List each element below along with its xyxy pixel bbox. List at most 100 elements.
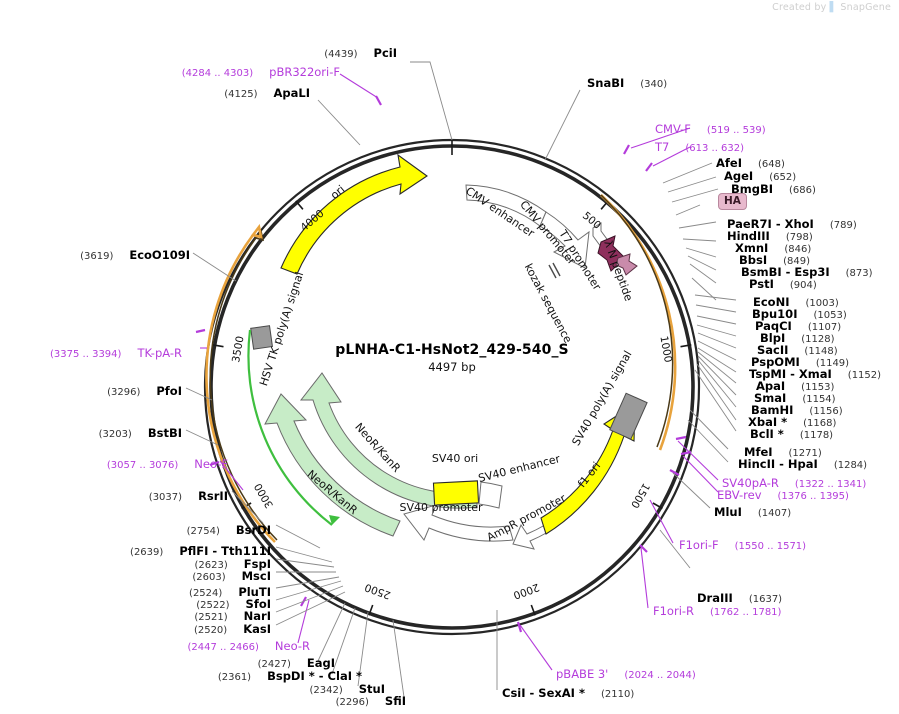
site-position: (2342)	[309, 685, 343, 696]
site-label-ebv-rev[interactable]: EBV-rev (1376 .. 1395)	[717, 486, 849, 502]
tick-label-3000: 3000	[252, 481, 276, 510]
site-label-mfei[interactable]: MfeI (1271)	[744, 443, 822, 459]
site-label-bsmbi-esp3i[interactable]: BsmBI - Esp3I (873)	[741, 263, 873, 279]
plasmid-name: pLNHA-C1-HsNot2_429-540_S	[335, 342, 569, 358]
site-name: ApaLI	[273, 86, 311, 100]
site-label-bcli-[interactable]: BclI * (1178)	[750, 425, 833, 441]
site-name: SacII	[757, 343, 789, 357]
site-label-eagi[interactable]: (2427) EagI	[0, 654, 335, 670]
site-position: (1322 .. 1341)	[794, 479, 867, 490]
site-label-tk-pa-r[interactable]: (3375 .. 3394) TK-pA-R	[0, 344, 182, 360]
tick-label-3500: 3500	[230, 335, 246, 363]
site-label-pbr322ori-f[interactable]: (4284 .. 4303) pBR322ori-F	[0, 63, 340, 79]
site-label-tspmi-xmai[interactable]: TspMI - XmaI (1152)	[749, 365, 881, 381]
site-position: (1168)	[803, 418, 837, 429]
site-label-fspi[interactable]: (2623) FspI	[0, 555, 271, 571]
site-label-hincii-hpai[interactable]: HincII - HpaI (1284)	[738, 455, 867, 471]
ha-tag-label: HA	[724, 195, 741, 207]
site-label-mlui[interactable]: MluI (1407)	[714, 503, 791, 519]
site-position: (686)	[789, 185, 816, 196]
site-label-cmv-f[interactable]: CMV-F (519 .. 539)	[655, 120, 766, 136]
site-label-bmgbi[interactable]: BmgBI (686)	[731, 180, 816, 196]
site-position: (1107)	[807, 322, 842, 333]
site-label-kasi[interactable]: (2520) KasI	[0, 620, 271, 636]
site-label-f1ori-f[interactable]: F1ori-F (1550 .. 1571)	[679, 536, 806, 552]
site-label-apai[interactable]: ApaI (1153)	[756, 377, 834, 393]
site-position: (2524)	[189, 588, 223, 599]
site-label-econi[interactable]: EcoNI (1003)	[753, 293, 839, 309]
site-label-bspdi-clai-[interactable]: (2361) BspDI * - ClaI *	[0, 667, 362, 683]
site-label-pluti[interactable]: (2524) PluTI	[0, 583, 271, 599]
site-name: BspDI * - ClaI *	[267, 669, 362, 683]
site-position: (3296)	[107, 387, 141, 398]
site-label-hindiii[interactable]: HindIII (798)	[727, 227, 813, 243]
site-label-pflfi-tth111i[interactable]: (2639) PflFI - Tth111I	[0, 542, 271, 558]
snapgene-logo-icon: ▌	[829, 2, 838, 13]
site-label-nari[interactable]: (2521) NarI	[0, 607, 271, 623]
feature-label-ori: ori	[328, 183, 347, 202]
site-label-bpu10i[interactable]: Bpu10I (1053)	[752, 305, 847, 321]
site-label-blpi[interactable]: BlpI (1128)	[760, 329, 834, 345]
site-label-bbsi[interactable]: BbsI (849)	[739, 251, 810, 267]
site-name: NarI	[243, 609, 271, 623]
site-name: BbsI	[739, 253, 768, 267]
site-label-sfii[interactable]: (2296) SfiI	[0, 692, 406, 708]
site-label-sv40pa-r[interactable]: SV40pA-R (1322 .. 1341)	[722, 474, 866, 490]
feature-label-neor-kanr-inner: NeoR/KanR	[305, 468, 361, 518]
site-name: EcoNI	[753, 295, 790, 309]
site-label-csii-sexai-[interactable]: CsiI - SexAI * (2110)	[502, 684, 634, 700]
watermark-prefix: Created by	[772, 2, 827, 13]
site-label-psti[interactable]: PstI (904)	[749, 275, 817, 291]
site-position: (4125)	[224, 89, 258, 100]
site-name: T7	[655, 140, 670, 154]
site-label-agei[interactable]: AgeI (652)	[724, 167, 796, 183]
site-label-paer7i-xhoi[interactable]: PaeR7I - XhoI (789)	[727, 215, 857, 231]
site-label-afei[interactable]: AfeI (648)	[716, 154, 785, 170]
site-label-bsrdi[interactable]: (2754) BsrDI	[0, 521, 271, 537]
site-position: (1154)	[802, 394, 836, 405]
feature-ampr-promoter	[512, 523, 549, 550]
site-label-stui[interactable]: (2342) StuI	[0, 680, 385, 696]
feature-label-f1-ori: f1 ori	[575, 460, 603, 491]
site-position: (789)	[829, 220, 857, 231]
site-label-neo-r[interactable]: (2447 .. 2466) Neo-R	[0, 637, 311, 653]
site-position: (3203)	[98, 429, 132, 440]
site-name: EcoO109I	[129, 248, 190, 262]
site-label-sacii[interactable]: SacII (1148)	[757, 341, 838, 357]
site-label-pbabe-3-[interactable]: pBABE 3' (2024 .. 2044)	[556, 665, 696, 681]
site-name: F1ori-R	[653, 604, 695, 618]
site-label-apali[interactable]: (4125) ApaLI	[0, 84, 310, 100]
site-label-sfoi[interactable]: (2522) SfoI	[0, 595, 271, 611]
site-position: (2522)	[196, 600, 230, 611]
site-label-rsrii[interactable]: (3037) RsrII	[0, 487, 228, 503]
site-label-snabi[interactable]: SnaBI (340)	[587, 74, 667, 90]
site-position: (1271)	[788, 448, 822, 459]
leader-lines	[185, 61, 737, 698]
site-label-bamhi[interactable]: BamHI (1156)	[751, 401, 843, 417]
site-label-xmni[interactable]: XmnI (846)	[735, 239, 811, 255]
site-label-t7[interactable]: T7 (613 .. 632)	[655, 138, 744, 154]
site-position: (4284 .. 4303)	[181, 68, 254, 79]
site-label-pfoi[interactable]: (3296) PfoI	[0, 382, 182, 398]
site-label-pspomi[interactable]: PspOMI (1149)	[751, 353, 849, 369]
site-name: SfoI	[245, 597, 271, 611]
site-label-xbai-[interactable]: XbaI * (1168)	[748, 413, 836, 429]
site-name: EagI	[306, 656, 335, 670]
site-position: (798)	[785, 232, 813, 243]
feature-neor-kanr-cds-line	[247, 329, 340, 526]
site-label-draiii[interactable]: DraIII (1637)	[697, 589, 782, 605]
site-label-ecoo109i[interactable]: (3619) EcoO109I	[0, 246, 190, 262]
site-label-bstbi[interactable]: (3203) BstBI	[0, 424, 182, 440]
site-position: (648)	[757, 159, 785, 170]
site-label-paqci[interactable]: PaqCI (1107)	[755, 317, 841, 333]
site-label-f1ori-r[interactable]: F1ori-R (1762 .. 1781)	[653, 602, 781, 618]
site-name: AfeI	[716, 156, 742, 170]
site-name: SmaI	[754, 391, 787, 405]
site-label-pcii[interactable]: (4439) PciI	[0, 44, 397, 60]
site-label-msci[interactable]: (2603) MscI	[0, 567, 271, 583]
feature-label-sv40-promoter: SV40 promoter	[399, 501, 483, 514]
site-position: (1376 .. 1395)	[777, 491, 849, 502]
site-name: Bpu10I	[752, 307, 798, 321]
site-label-neo-f[interactable]: (3057 .. 3076) Neo-F	[0, 455, 228, 471]
site-label-smai[interactable]: SmaI (1154)	[754, 389, 836, 405]
